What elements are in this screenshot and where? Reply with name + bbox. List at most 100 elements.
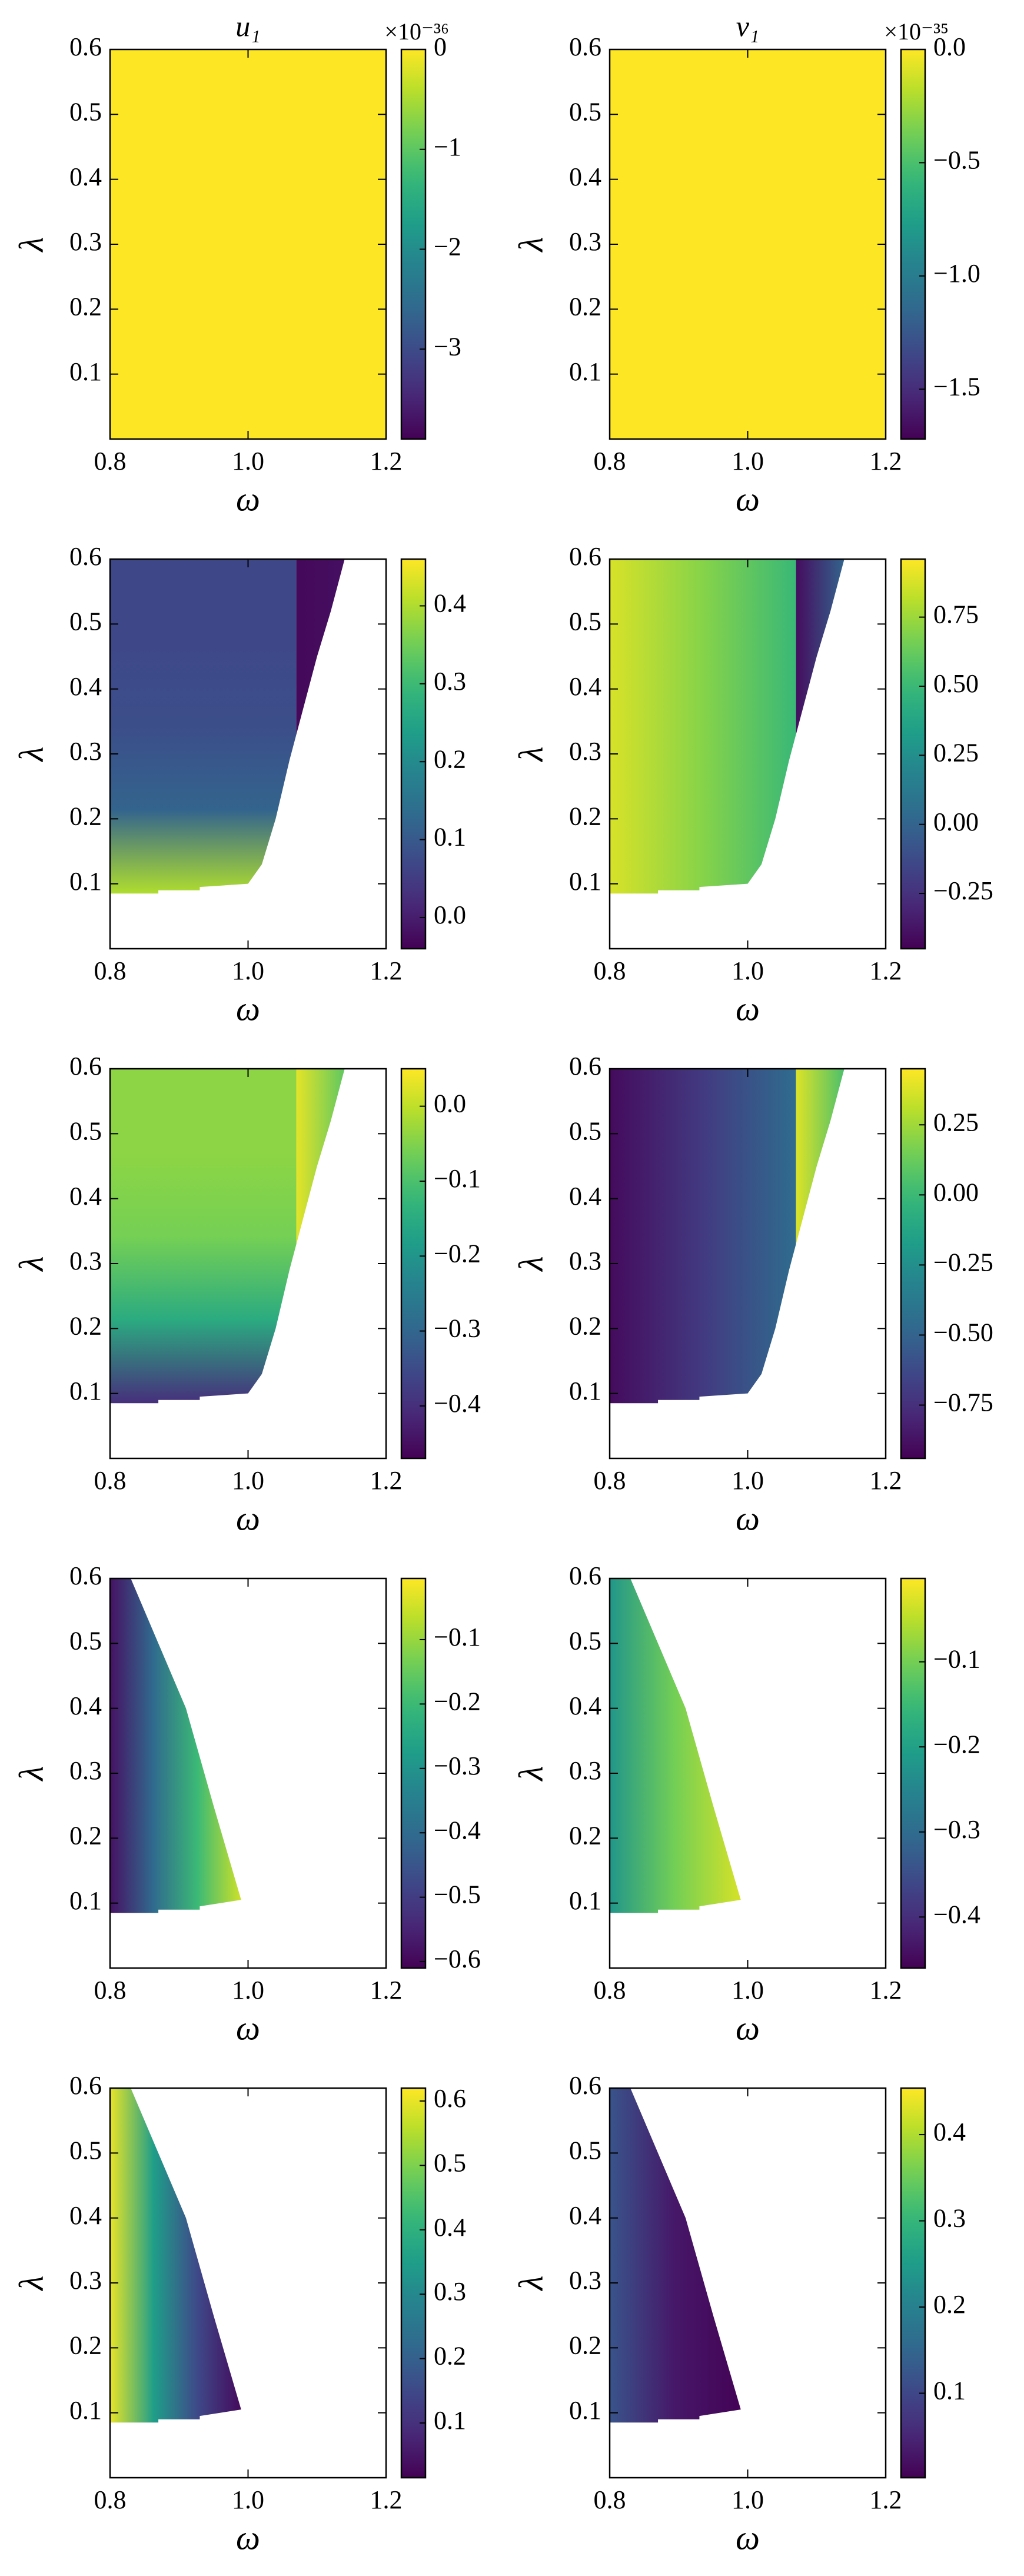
- x-tick-label: 0.8: [94, 447, 127, 476]
- y-tick-label: 0.1: [69, 1377, 102, 1405]
- colorbar-tick-label: −0.25: [933, 876, 993, 905]
- y-tick-label: 0.3: [569, 1756, 601, 1785]
- heatmap-region: [610, 559, 796, 894]
- heatmap-region: [110, 49, 386, 439]
- colorbar-tick-label: −0.2: [434, 1687, 481, 1716]
- x-axis-label: ω: [236, 480, 260, 518]
- x-tick-label: 1.0: [732, 2485, 764, 2514]
- colorbar-tick-label: −0.1: [933, 1645, 980, 1674]
- colorbar-tick-label: −3: [434, 332, 461, 361]
- colorbar-offset: ×10⁻³⁵: [884, 18, 949, 45]
- colorbar-tick-label: 0.2: [933, 2290, 966, 2319]
- colorbar: [400, 48, 427, 440]
- colorbar-tick-label: 0.75: [933, 600, 979, 629]
- colorbar-tick-label: 0.1: [933, 2376, 966, 2405]
- colorbar-tick-label: −0.4: [933, 1900, 980, 1929]
- y-tick-label: 0.2: [69, 802, 102, 830]
- y-tick-label: 0.4: [569, 1182, 601, 1211]
- colorbar-tick-label: −1.5: [933, 372, 980, 401]
- x-axis-label: ω: [236, 989, 260, 1028]
- y-tick-label: 0.6: [569, 1561, 601, 1590]
- x-tick-label: 1.0: [232, 1976, 264, 2005]
- colorbar: [400, 2087, 427, 2479]
- y-tick-label: 0.1: [569, 357, 601, 386]
- panel-title: v₁: [736, 9, 760, 42]
- y-tick-label: 0.2: [569, 292, 601, 321]
- x-tick-label: 1.2: [870, 956, 902, 985]
- x-tick-label: 0.8: [594, 2485, 626, 2514]
- y-tick-label: 0.1: [569, 2396, 601, 2425]
- x-tick-label: 1.0: [732, 956, 764, 985]
- y-tick-label: 0.1: [69, 867, 102, 896]
- colorbar-tick-label: 0.1: [434, 2406, 466, 2435]
- x-tick-label: 1.2: [870, 1466, 902, 1495]
- heatmap-region: [610, 2088, 741, 2423]
- y-axis-label: λ: [12, 746, 50, 762]
- y-tick-label: 0.4: [569, 672, 601, 701]
- colorbar-tick-label: −0.2: [933, 1730, 980, 1759]
- heatmap-region: [610, 1578, 741, 1913]
- y-axis-label: λ: [12, 1766, 50, 1781]
- colorbar-tick-label: −0.3: [434, 1314, 481, 1343]
- x-axis-label: ω: [236, 2518, 260, 2557]
- x-tick-label: 1.2: [370, 2485, 403, 2514]
- y-tick-label: 0.5: [569, 1116, 601, 1145]
- heatmap-region: [296, 559, 345, 734]
- y-tick-label: 0.5: [69, 97, 102, 126]
- x-tick-label: 0.8: [594, 1976, 626, 2005]
- y-tick-label: 0.2: [569, 1821, 601, 1850]
- x-tick-label: 1.0: [232, 956, 264, 985]
- colorbar-tick-label: 0.0: [434, 900, 466, 929]
- colorbar-tick-label: 0: [434, 32, 447, 61]
- y-axis-label: λ: [511, 1256, 550, 1272]
- colorbar-tick-label: −0.5: [434, 1880, 481, 1909]
- y-tick-label: 0.4: [69, 1691, 102, 1720]
- y-tick-label: 0.4: [569, 162, 601, 191]
- y-axis-label: λ: [511, 1766, 550, 1781]
- colorbar-tick-label: −1.0: [933, 259, 980, 288]
- x-tick-label: 0.8: [94, 2485, 127, 2514]
- x-axis-label: ω: [736, 1499, 760, 1537]
- y-tick-label: 0.1: [569, 867, 601, 896]
- colorbar-tick-label: 0.3: [933, 2204, 966, 2233]
- y-tick-label: 0.5: [69, 1626, 102, 1655]
- y-tick-label: 0.2: [69, 1821, 102, 1850]
- x-tick-label: 1.2: [370, 1466, 403, 1495]
- heatmap-region: [110, 1069, 297, 1404]
- colorbar-tick-label: 0.5: [434, 2148, 466, 2177]
- colorbar-tick-label: 0.00: [933, 1178, 979, 1206]
- plot-area: [610, 49, 886, 439]
- y-tick-label: 0.2: [69, 292, 102, 321]
- y-tick-label: 0.6: [69, 1561, 102, 1590]
- colorbar-tick-label: −0.4: [434, 1816, 481, 1844]
- x-tick-label: 0.8: [594, 447, 626, 476]
- colorbar: [400, 1577, 427, 1969]
- x-tick-label: 1.0: [232, 447, 264, 476]
- x-tick-label: 1.0: [732, 447, 764, 476]
- plot-area: [110, 49, 386, 439]
- colorbar-tick-label: −0.50: [933, 1318, 993, 1347]
- y-tick-label: 0.5: [69, 607, 102, 636]
- colorbar: [400, 558, 427, 950]
- heatmap-region: [796, 1069, 845, 1244]
- y-tick-label: 0.3: [69, 1756, 102, 1785]
- colorbar-tick-label: −0.5: [933, 146, 980, 175]
- y-tick-label: 0.5: [569, 97, 601, 126]
- heatmap-region: [110, 559, 297, 894]
- y-tick-label: 0.4: [69, 162, 102, 191]
- colorbar-tick-label: −0.25: [933, 1248, 993, 1277]
- plot-area: [610, 1069, 845, 1404]
- x-axis-label: ω: [736, 2009, 760, 2047]
- plot-area: [110, 2088, 241, 2423]
- y-tick-label: 0.2: [569, 802, 601, 830]
- y-tick-label: 0.6: [69, 32, 102, 61]
- colorbar-tick-label: 0.4: [434, 2213, 466, 2242]
- colorbar-tick-label: −1: [434, 132, 461, 161]
- y-tick-label: 0.4: [569, 1691, 601, 1720]
- y-tick-label: 0.1: [569, 1886, 601, 1915]
- y-tick-label: 0.3: [69, 227, 102, 256]
- y-tick-label: 0.2: [69, 2331, 102, 2359]
- y-tick-label: 0.2: [569, 2331, 601, 2359]
- plot-area: [110, 559, 345, 894]
